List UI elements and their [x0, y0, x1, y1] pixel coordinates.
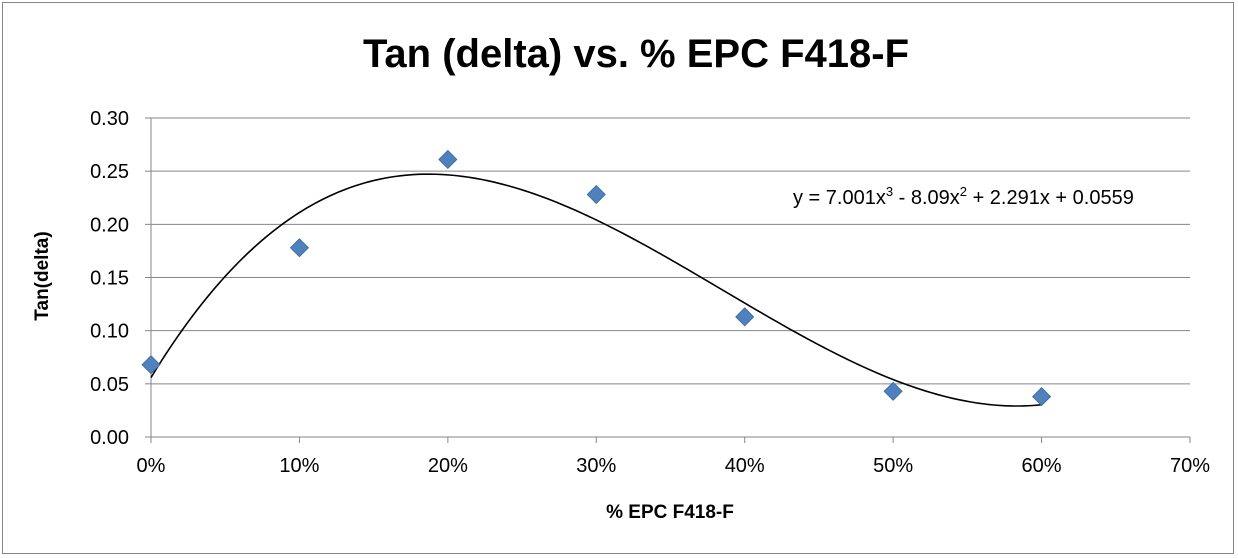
equation-middle: - 8.09x	[893, 187, 960, 209]
y-tick-label: 0.00	[90, 427, 129, 449]
x-tick-label: 10%	[279, 455, 319, 477]
x-tick-label: 60%	[1022, 455, 1062, 477]
y-tick-label: 0.20	[90, 214, 129, 236]
data-point	[1033, 388, 1051, 406]
y-tick-label: 0.05	[90, 374, 129, 396]
x-tick-label: 70%	[1170, 455, 1210, 477]
data-point	[884, 382, 902, 400]
x-tick-label: 20%	[428, 455, 468, 477]
data-point	[587, 186, 605, 204]
y-tick-label: 0.10	[90, 321, 129, 343]
trendline-equation: y = 7.001x3 - 8.09x2 + 2.291x + 0.0559	[793, 184, 1134, 209]
y-tick-label: 0.25	[90, 161, 129, 183]
gridlines	[151, 118, 1190, 384]
data-point	[142, 356, 160, 374]
y-tick-label: 0.30	[90, 108, 129, 130]
x-axis-title: % EPC F418-F	[606, 502, 734, 523]
chart-title: Tan (delta) vs. % EPC F418-F	[363, 32, 909, 76]
x-tick-labels: 0% 10% 20% 30% 40% 50% 60% 70%	[137, 437, 1211, 477]
x-tick-label: 0%	[137, 455, 166, 477]
equation-prefix: y = 7.001x	[793, 187, 886, 209]
data-point	[439, 150, 457, 168]
equation-suffix: + 2.291x + 0.0559	[967, 187, 1134, 209]
y-axis-title: Tan(delta)	[32, 231, 53, 320]
x-tick-label: 30%	[576, 455, 616, 477]
x-tick-label: 40%	[725, 455, 765, 477]
equation-exponent-2: 2	[960, 184, 967, 199]
y-tick-label: 0.15	[90, 268, 129, 290]
data-point	[290, 239, 308, 257]
x-tick-label: 50%	[873, 455, 913, 477]
y-tick-labels: 0.00 0.05 0.10 0.15 0.20 0.25 0.30	[90, 108, 151, 449]
equation-exponent-3: 3	[886, 184, 893, 199]
data-point	[736, 308, 754, 326]
